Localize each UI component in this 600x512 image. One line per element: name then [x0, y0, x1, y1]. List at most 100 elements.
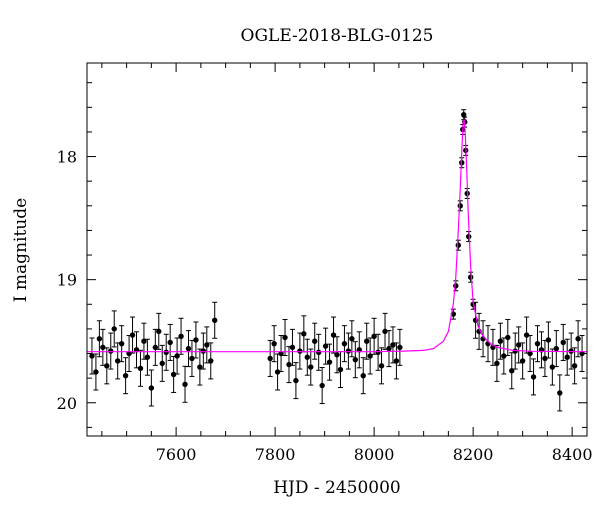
data-point	[100, 328, 106, 366]
x-tick-label: 7800	[255, 445, 296, 464]
point-marker	[212, 317, 218, 323]
data-point	[167, 323, 173, 361]
point-marker	[170, 371, 177, 378]
point-marker	[93, 369, 99, 375]
point-marker	[334, 352, 340, 358]
data-point	[352, 341, 359, 379]
data-point	[197, 348, 203, 386]
point-marker	[367, 353, 373, 359]
x-tick-label: 8000	[354, 445, 395, 464]
point-marker	[455, 242, 461, 248]
data-point	[170, 355, 177, 393]
point-marker	[549, 364, 556, 370]
point-marker	[185, 345, 192, 352]
point-marker	[360, 372, 366, 379]
data-point	[174, 337, 180, 375]
point-marker	[534, 340, 541, 347]
point-marker	[501, 353, 507, 359]
point-marker	[144, 354, 151, 360]
data-point	[549, 348, 556, 386]
x-axis-label: HJD - 2450000	[273, 478, 401, 498]
data-point	[308, 348, 314, 386]
data-point	[185, 330, 192, 368]
data-point	[282, 319, 288, 357]
point-marker	[100, 344, 106, 351]
point-marker	[122, 372, 129, 379]
data-point	[382, 312, 388, 350]
x-tick-label: 7600	[156, 445, 197, 464]
point-marker	[461, 112, 467, 118]
point-marker	[167, 339, 173, 346]
data-point	[93, 353, 99, 391]
data-point	[267, 339, 273, 377]
point-marker	[352, 356, 359, 363]
data-point	[304, 338, 310, 376]
x-tick-label: 8400	[552, 445, 593, 464]
data-point	[297, 332, 303, 370]
point-marker	[111, 326, 117, 332]
point-marker	[465, 233, 472, 240]
point-marker	[193, 337, 199, 343]
point-marker	[519, 358, 526, 364]
data-point	[193, 321, 199, 359]
point-marker	[293, 377, 299, 384]
point-marker	[204, 342, 210, 348]
point-marker	[542, 355, 548, 362]
data-point	[204, 326, 210, 364]
y-tick-label: 20	[57, 394, 77, 413]
point-marker	[96, 336, 103, 342]
data-point	[571, 347, 578, 385]
point-marker	[575, 336, 581, 342]
data-point	[122, 357, 129, 395]
data-point	[118, 325, 125, 363]
point-marker	[137, 365, 144, 371]
data-point	[144, 338, 151, 376]
data-point	[375, 333, 381, 371]
point-marker	[301, 331, 307, 337]
data-point	[575, 320, 581, 358]
plot-frame	[86, 62, 588, 437]
data-point	[542, 339, 548, 377]
point-marker	[108, 348, 114, 354]
point-marker	[453, 283, 459, 289]
data-point	[534, 325, 541, 363]
data-point	[148, 369, 155, 407]
point-marker	[375, 349, 381, 355]
point-marker	[390, 342, 396, 348]
y-axis-label: I magnitude	[11, 198, 31, 302]
point-marker	[571, 363, 578, 369]
point-marker	[114, 358, 121, 364]
point-marker	[282, 334, 288, 341]
data-point	[104, 347, 110, 385]
data-point	[509, 352, 515, 390]
point-marker	[497, 338, 504, 344]
data-point	[367, 337, 373, 375]
point-marker	[267, 355, 273, 362]
data-point	[278, 335, 284, 373]
point-marker	[129, 332, 136, 338]
data-point	[182, 365, 188, 403]
data-point	[360, 357, 366, 395]
data-point	[293, 362, 299, 400]
point-marker	[148, 385, 155, 391]
point-marker	[530, 374, 537, 380]
data-point	[341, 325, 348, 363]
point-marker	[208, 358, 214, 364]
point-marker	[286, 361, 292, 368]
point-marker	[557, 390, 563, 396]
data-point	[129, 316, 136, 354]
data-point	[212, 301, 218, 339]
data-point	[519, 342, 526, 380]
point-marker	[156, 328, 162, 335]
data-point	[560, 323, 566, 361]
data-point	[494, 344, 500, 382]
data-point	[108, 332, 114, 370]
point-marker	[341, 340, 348, 347]
data-point	[390, 326, 396, 364]
point-marker	[393, 358, 400, 364]
data-point	[312, 322, 318, 360]
point-marker	[308, 364, 314, 370]
data-point	[497, 322, 504, 360]
data-point	[96, 320, 103, 358]
